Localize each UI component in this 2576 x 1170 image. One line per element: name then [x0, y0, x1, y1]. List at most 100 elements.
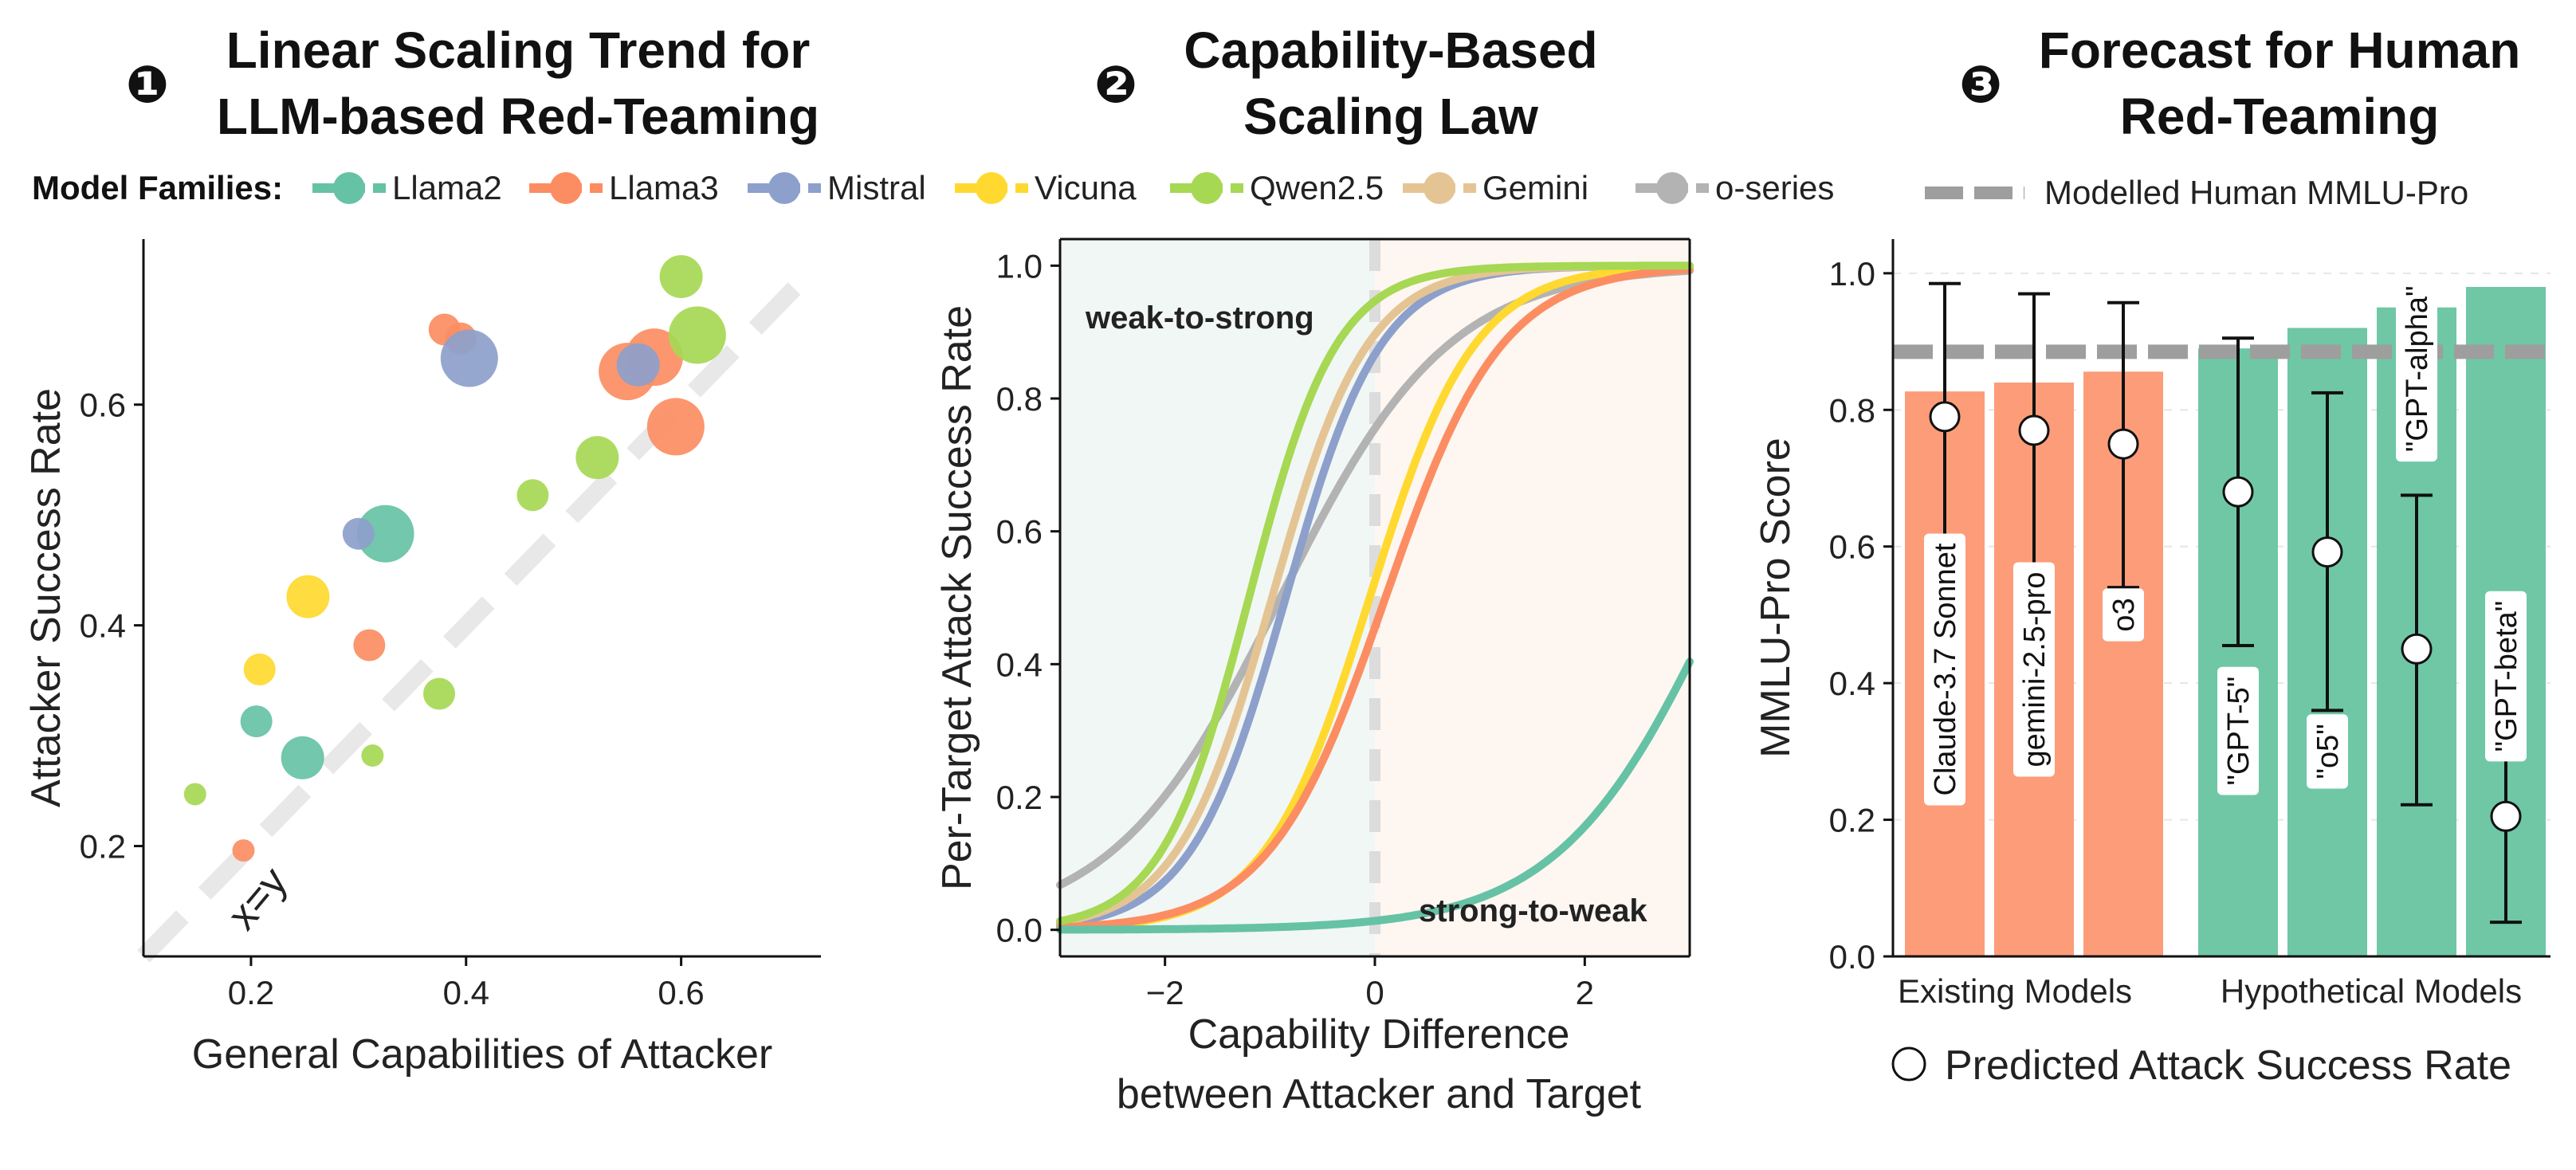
- x-equals-y-line: [137, 265, 817, 963]
- predicted-point-1: [2018, 414, 2050, 446]
- legend-swatch-marker-qwen2.5: [1191, 172, 1223, 204]
- predicted-point-2: [2107, 428, 2139, 460]
- predicted-legend-marker: [1891, 1046, 1926, 1082]
- p3-y-tick-label: 0.4: [1829, 665, 1875, 702]
- p1-x-axis-label: General Capabilities of Attacker: [192, 1031, 772, 1078]
- scatter-point-mistral: [342, 517, 375, 550]
- p3-y-tick-label: 0.0: [1829, 938, 1875, 976]
- legend-label-qwen2.5: Qwen2.5: [1250, 169, 1384, 206]
- bar-label-text-3: "GPT-5": [2222, 677, 2256, 786]
- scatter-point-llama2: [240, 705, 273, 738]
- weak-to-strong-region: [1060, 239, 1375, 956]
- bar-label-text-0: Claude-3.7 Sonnet: [1929, 543, 1962, 795]
- scatter-point-llama2: [356, 505, 414, 563]
- predicted-point-6: [2490, 800, 2522, 832]
- scatter-point-llama2: [281, 736, 324, 779]
- legend-swatch-marker-gemini: [1423, 172, 1455, 204]
- scatter-point-vicuna: [286, 575, 330, 618]
- legend-swatch-marker-llama3: [550, 172, 582, 204]
- predicted-point-5: [2401, 633, 2433, 665]
- legend-swatch-marker-mistral: [768, 172, 800, 204]
- p2-y-tick-label: 0.2: [996, 779, 1043, 816]
- bar-label-box-4: [2307, 714, 2348, 789]
- p3-y-tick-label: 0.2: [1829, 802, 1875, 839]
- bar-label-0: Claude-3.7 Sonnet: [1924, 533, 1965, 806]
- p2-x-tick-label: −2: [1146, 974, 1184, 1011]
- p2-x-tick-label: 2: [1576, 974, 1594, 1011]
- bar-label-box-5: [2396, 276, 2437, 462]
- legend-swatch-marker-vicuna: [976, 172, 1007, 204]
- model-families-legend: Model Families: Llama2 Llama3 Mistral Vicun…: [32, 169, 1834, 206]
- bar-label-3: "GPT-5": [2217, 666, 2259, 795]
- bar-label-box-6: [2485, 591, 2527, 762]
- bar-label-5: "GPT-alpha": [2396, 276, 2437, 462]
- panel1-number: ❶: [126, 56, 169, 115]
- bar-label-box-1: [2013, 562, 2055, 777]
- panel3-number: ❸: [1959, 56, 2002, 115]
- p1-x-tick-label: 0.2: [228, 974, 274, 1011]
- bar-label-text-5: "GPT-alpha": [2401, 286, 2434, 453]
- strong-to-weak-region: [1375, 239, 1690, 956]
- scatter-point-qwen2.5: [183, 783, 206, 806]
- bar-label-text-6: "GPT-beta": [2490, 601, 2523, 752]
- group-label-existing: Existing Models: [1898, 972, 2132, 1010]
- panel2-title: ❷ Capability-Based Scaling Law: [1094, 22, 1598, 145]
- panel2-title-line1: Capability-Based: [1184, 22, 1597, 79]
- p1-y-tick-label: 0.2: [80, 828, 126, 866]
- p2-y-tick-label: 0.6: [996, 513, 1043, 551]
- panel3-title-line1: Forecast for Human: [2039, 22, 2521, 79]
- bar-label-1: gemini-2.5-pro: [2013, 562, 2055, 777]
- legend-label-llama3: Llama3: [609, 169, 719, 206]
- scatter-point-mistral: [440, 329, 498, 387]
- legend-label-gemini: Gemini: [1482, 169, 1588, 206]
- panel2-title-line2: Scaling Law: [1243, 88, 1538, 145]
- panel3-title: ❸ Forecast for Human Red-Teaming: [1959, 22, 2520, 145]
- scatter-point-qwen2.5: [668, 306, 726, 364]
- curve-llama2: [1056, 658, 1694, 934]
- scatter-point-qwen2.5: [423, 677, 456, 710]
- scatter-point-llama3: [353, 629, 386, 662]
- p2-x-axis-label-line2: between Attacker and Target: [1117, 1071, 1642, 1117]
- bar-label-text-1: gemini-2.5-pro: [2018, 572, 2052, 768]
- legend-swatch-marker-o-series: [1656, 172, 1688, 204]
- group-label-hypothetical: Hypothetical Models: [2221, 972, 2522, 1010]
- scatter-point-llama3: [646, 398, 705, 456]
- bar-label-box-2: [2103, 588, 2144, 642]
- panel1-title: ❶ Linear Scaling Trend for LLM-based Red…: [126, 22, 819, 145]
- bar-label-box-0: [1924, 533, 1965, 806]
- panel2-number: ❷: [1094, 56, 1137, 115]
- scatter-point-qwen2.5: [575, 436, 619, 480]
- predicted-legend-label: Predicted Attack Success Rate: [1945, 1042, 2511, 1089]
- p1-y-tick-label: 0.6: [80, 387, 126, 424]
- bar-label-4: "o5": [2307, 714, 2348, 789]
- legend-label-vicuna: Vicuna: [1035, 169, 1137, 206]
- scatter-point-vicuna: [243, 654, 276, 685]
- p2-y-tick-label: 0.8: [996, 380, 1043, 418]
- legend-label-o-series: o-series: [1715, 169, 1834, 206]
- panel1-title-line2: LLM-based Red-Teaming: [217, 88, 819, 145]
- p3-y-tick-label: 0.6: [1829, 528, 1875, 566]
- human-line-legend-label: Modelled Human MMLU-Pro: [2044, 174, 2468, 211]
- p3-y-tick-label: 1.0: [1829, 255, 1875, 292]
- scatter-point-mistral: [616, 343, 660, 387]
- scatter-point-qwen2.5: [516, 479, 549, 512]
- legend-label-llama2: Llama2: [392, 169, 502, 206]
- bar-label-text-2: o3: [2107, 598, 2141, 631]
- scatter-point-qwen2.5: [361, 744, 384, 767]
- bar-label-box-3: [2217, 666, 2259, 795]
- predicted-point-0: [1929, 401, 1961, 433]
- strong-to-weak-label: strong-to-weak: [1419, 893, 1647, 929]
- predicted-legend: Predicted Attack Success Rate: [1891, 1042, 2511, 1089]
- p2-y-tick-label: 0.4: [996, 646, 1043, 683]
- human-line-legend: Modelled Human MMLU-Pro: [1925, 174, 2468, 211]
- weak-to-strong-label: weak-to-strong: [1085, 300, 1314, 336]
- legend-swatch-marker-llama2: [333, 172, 365, 204]
- p2-y-tick-label: 0.0: [996, 912, 1043, 949]
- scatter-point-llama3: [232, 839, 255, 862]
- bar-label-2: o3: [2103, 588, 2144, 642]
- p3-y-axis-label: MMLU-Pro Score: [1753, 438, 1799, 758]
- predicted-point-4: [2311, 536, 2343, 568]
- curve-qwen2.5: [1056, 261, 1694, 925]
- panel3-title-line2: Red-Teaming: [2120, 88, 2440, 145]
